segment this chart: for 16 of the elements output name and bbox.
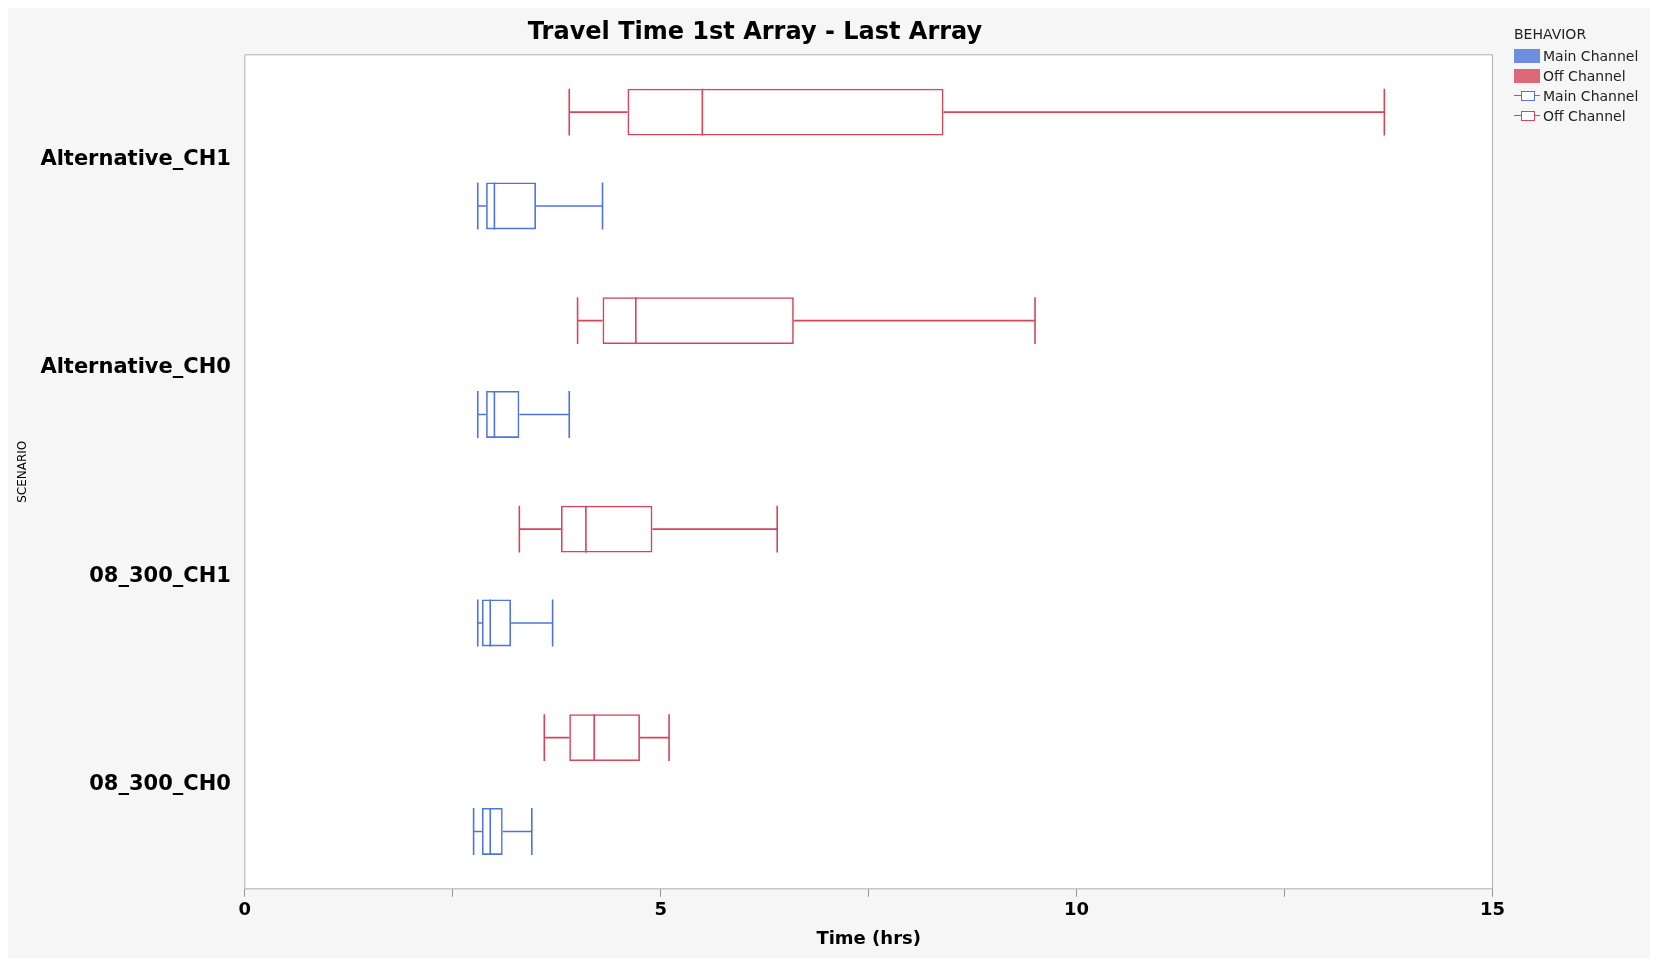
chart-title: Travel Time 1st Array - Last Array — [527, 16, 983, 45]
legend-title: BEHAVIOR — [1514, 25, 1588, 44]
legend-label: Off Channel — [1543, 107, 1626, 126]
y-tick-label: 08_300_CH0 — [89, 771, 231, 795]
x-tick-label: 10 — [1064, 898, 1090, 920]
y-tick-label: 08_300_CH1 — [89, 562, 231, 587]
y-axis-title: SCENARIO — [15, 440, 30, 503]
text: Off Channel — [1543, 68, 1626, 84]
y-tick-label: Alternative_CH0 — [40, 354, 231, 378]
text: Main Channel — [1543, 48, 1639, 64]
y-tick-label: Alternative_CH1 — [40, 145, 231, 170]
legend-label: Main Channel — [1543, 87, 1639, 106]
x-tick-label: 15 — [1479, 898, 1506, 920]
x-tick-label: 5 — [654, 898, 668, 920]
x-tick-label: 0 — [238, 898, 252, 920]
x-axis-title: Time (hrs) — [816, 926, 921, 948]
